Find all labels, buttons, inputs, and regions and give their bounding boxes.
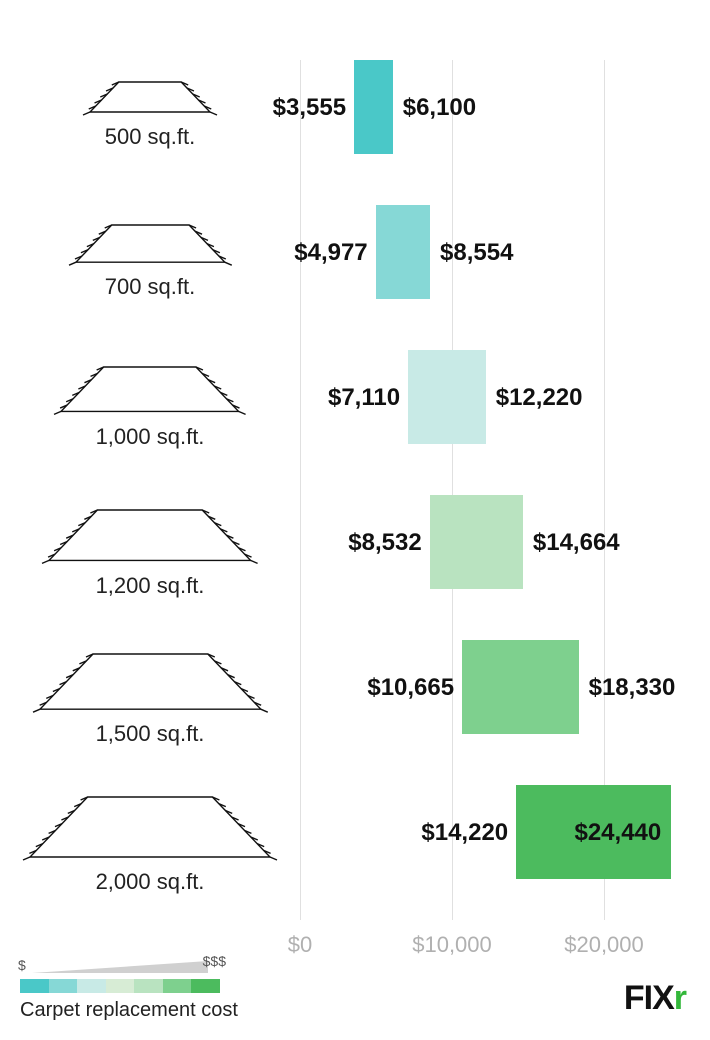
range-bar — [462, 640, 579, 734]
low-value-label: $14,220 — [421, 819, 508, 847]
low-value-label: $8,532 — [348, 529, 421, 557]
high-value-label: $14,664 — [533, 529, 620, 557]
range-bar — [408, 350, 486, 444]
carpet-icon — [53, 365, 247, 417]
carpet-icon — [22, 795, 278, 863]
legend-title: Carpet replacement cost — [20, 999, 240, 1022]
wedge-icon — [20, 959, 220, 975]
x-tick-label: $20,000 — [564, 932, 644, 958]
legend-swatch — [134, 979, 163, 993]
legend-low-symbol: $ — [18, 957, 26, 973]
carpet-icon — [32, 652, 269, 715]
brand-logo: FIXr — [624, 979, 686, 1018]
brand-accent: r — [674, 979, 686, 1018]
legend-swatch — [106, 979, 135, 993]
carpet-icon — [82, 80, 218, 118]
low-value-label: $3,555 — [273, 94, 346, 122]
sqft-label: 500 sq.ft. — [20, 124, 280, 150]
data-row: 500 sq.ft.$3,555 $6,100 — [0, 60, 710, 200]
legend-swatch — [191, 979, 220, 993]
high-value-label: $12,220 — [496, 384, 583, 412]
carpet-icon — [41, 508, 259, 566]
row-icon-cell: 1,000 sq.ft. — [20, 365, 280, 465]
legend-swatch — [49, 979, 78, 993]
row-icon-cell: 1,500 sq.ft. — [20, 652, 280, 752]
data-row: 1,000 sq.ft. $7,110 $12,220 — [0, 350, 710, 490]
row-icon-cell: 700 sq.ft. — [20, 223, 280, 323]
sqft-label: 1,000 sq.ft. — [20, 424, 280, 450]
high-value-label: $6,100 — [403, 94, 476, 122]
sqft-label: 700 sq.ft. — [20, 274, 280, 300]
x-tick-label: $0 — [288, 932, 312, 958]
low-value-label: $7,110 — [328, 384, 400, 412]
range-bar — [354, 60, 393, 154]
legend-swatch — [77, 979, 106, 993]
sqft-label: 1,200 sq.ft. — [20, 573, 280, 599]
legend-price-wedge: $ $$$ — [20, 959, 220, 975]
x-tick-label: $10,000 — [412, 932, 492, 958]
legend: $ $$$ Carpet replacement cost — [20, 959, 240, 1022]
data-row: 2,000 sq.ft. $14,220 $24,440 — [0, 785, 710, 925]
legend-swatch — [163, 979, 192, 993]
legend-swatch — [20, 979, 49, 993]
legend-gradient — [20, 979, 220, 993]
row-icon-cell: 2,000 sq.ft. — [20, 795, 280, 895]
high-value-label: $24,440 — [574, 819, 661, 847]
low-value-label: $10,665 — [367, 674, 454, 702]
high-value-label: $8,554 — [440, 239, 513, 267]
carpet-icon — [68, 223, 233, 268]
chart-area: 500 sq.ft.$3,555 $6,100 700 sq.ft. $4,977 $… — [0, 60, 710, 940]
range-bar — [430, 495, 523, 589]
brand-main: FIX — [624, 979, 674, 1017]
legend-high-symbol: $$$ — [203, 953, 226, 969]
row-icon-cell: 1,200 sq.ft. — [20, 508, 280, 608]
low-value-label: $4,977 — [294, 239, 367, 267]
data-row: 700 sq.ft. $4,977 $8,554 — [0, 205, 710, 345]
sqft-label: 2,000 sq.ft. — [20, 869, 280, 895]
data-row: 1,500 sq.ft. $10,665 $18,330 — [0, 640, 710, 780]
high-value-label: $18,330 — [589, 674, 676, 702]
range-bar — [376, 205, 430, 299]
row-icon-cell: 500 sq.ft. — [20, 80, 280, 180]
data-row: 1,200 sq.ft. $8,532 $14,664 — [0, 495, 710, 635]
sqft-label: 1,500 sq.ft. — [20, 721, 280, 747]
